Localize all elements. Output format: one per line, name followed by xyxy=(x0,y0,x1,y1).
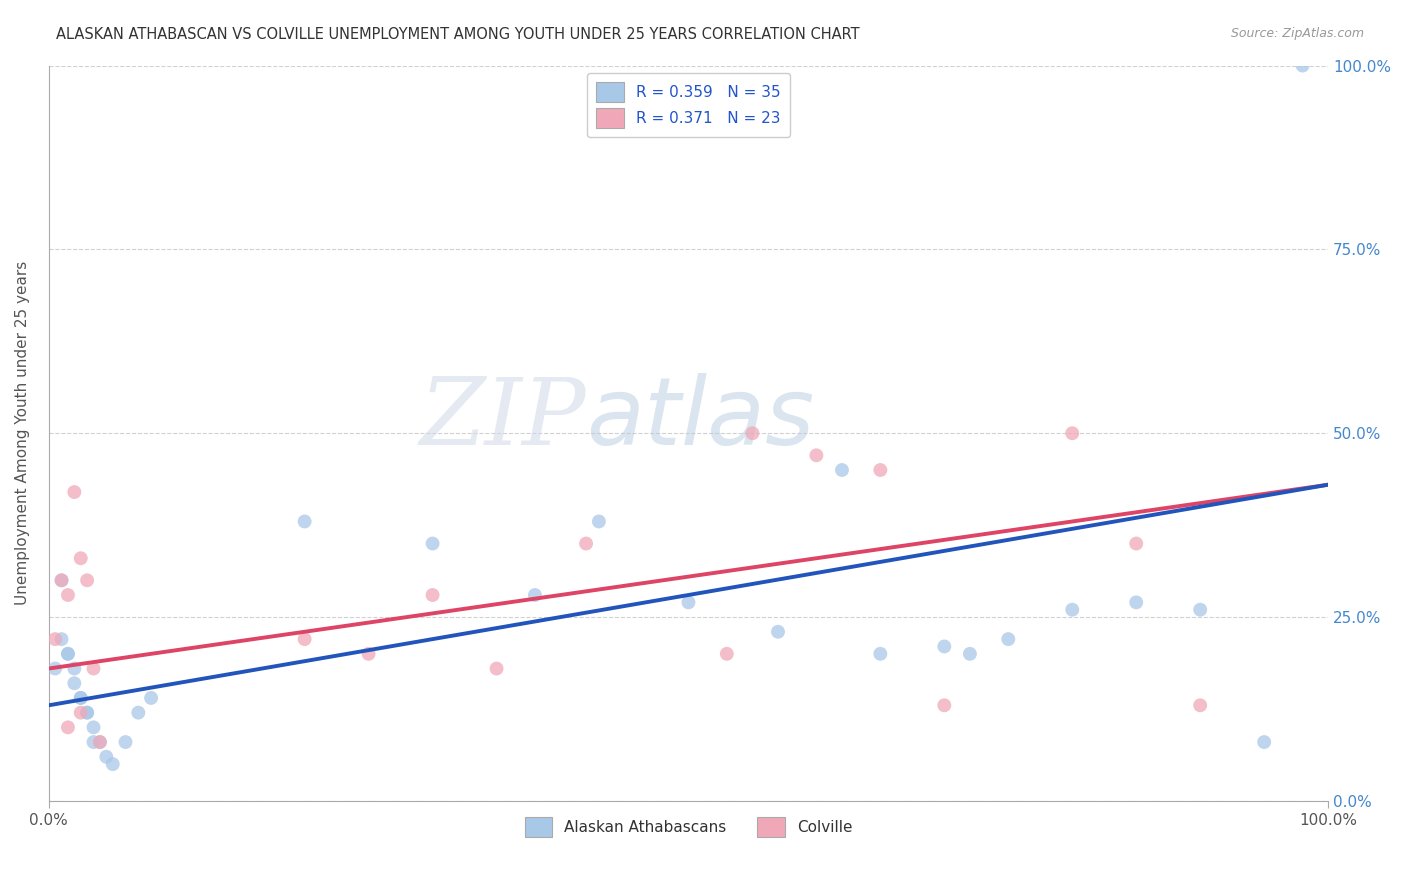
Point xyxy=(56,647,79,661)
Text: atlas: atlas xyxy=(586,373,814,464)
Point xyxy=(139,690,162,705)
Point xyxy=(869,647,891,661)
Point xyxy=(678,595,700,609)
Point xyxy=(422,588,444,602)
Point xyxy=(76,706,98,720)
Point xyxy=(89,735,111,749)
Point xyxy=(63,485,86,500)
Point xyxy=(69,551,91,566)
Point xyxy=(959,647,981,661)
Point xyxy=(51,632,73,647)
Point xyxy=(89,735,111,749)
Point xyxy=(741,426,763,441)
Text: ALASKAN ATHABASCAN VS COLVILLE UNEMPLOYMENT AMONG YOUTH UNDER 25 YEARS CORRELATI: ALASKAN ATHABASCAN VS COLVILLE UNEMPLOYM… xyxy=(56,27,860,42)
Point xyxy=(766,624,789,639)
Point xyxy=(1062,603,1084,617)
Point xyxy=(51,574,73,588)
Point xyxy=(357,647,380,661)
Text: Source: ZipAtlas.com: Source: ZipAtlas.com xyxy=(1230,27,1364,40)
Point xyxy=(69,690,91,705)
Point xyxy=(63,661,86,675)
Point xyxy=(96,749,118,764)
Point xyxy=(63,676,86,690)
Point xyxy=(1253,735,1275,749)
Point xyxy=(114,735,136,749)
Point xyxy=(69,706,91,720)
Point xyxy=(934,698,956,713)
Point xyxy=(69,690,91,705)
Point xyxy=(523,588,546,602)
Point xyxy=(127,706,149,720)
Point xyxy=(83,661,105,675)
Text: ZIP: ZIP xyxy=(419,374,586,464)
Point xyxy=(934,640,956,654)
Point xyxy=(44,632,66,647)
Point xyxy=(101,757,124,772)
Point xyxy=(1062,426,1084,441)
Point xyxy=(1125,595,1147,609)
Point xyxy=(83,735,105,749)
Point xyxy=(575,536,598,550)
Point xyxy=(588,515,610,529)
Point xyxy=(56,647,79,661)
Point xyxy=(422,536,444,550)
Point xyxy=(1291,59,1313,73)
Point xyxy=(56,720,79,734)
Point xyxy=(44,661,66,675)
Point xyxy=(76,574,98,588)
Point xyxy=(294,515,316,529)
Point xyxy=(997,632,1019,647)
Point xyxy=(806,448,828,462)
Point xyxy=(1189,603,1212,617)
Point xyxy=(56,588,79,602)
Point xyxy=(869,463,891,477)
Legend: Alaskan Athabascans, Colville: Alaskan Athabascans, Colville xyxy=(517,810,860,845)
Point xyxy=(83,720,105,734)
Point xyxy=(1189,698,1212,713)
Point xyxy=(1125,536,1147,550)
Point xyxy=(831,463,853,477)
Point xyxy=(485,661,508,675)
Y-axis label: Unemployment Among Youth under 25 years: Unemployment Among Youth under 25 years xyxy=(15,261,30,606)
Point xyxy=(76,706,98,720)
Point xyxy=(294,632,316,647)
Point xyxy=(716,647,738,661)
Point xyxy=(51,574,73,588)
